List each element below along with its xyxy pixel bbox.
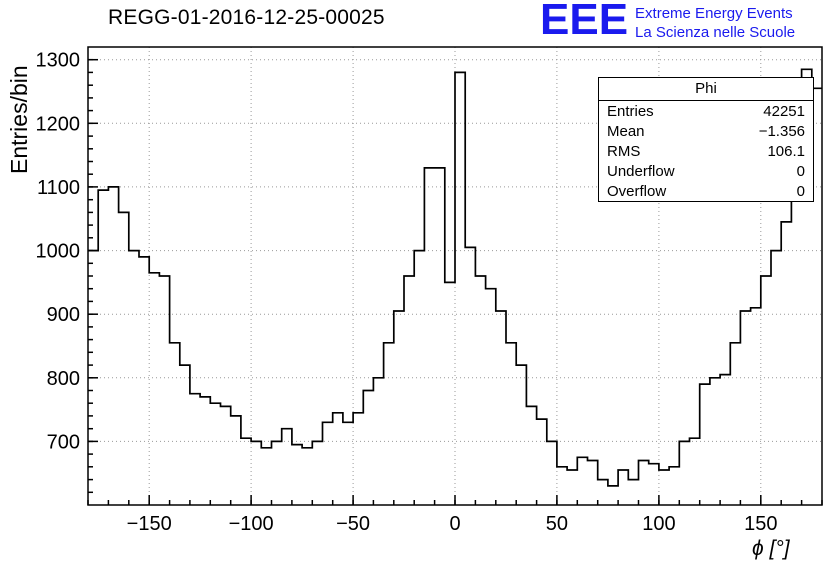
- stats-box: Phi Entries 42251 Mean −1.356 RMS 106.1 …: [598, 77, 814, 202]
- y-axis-label: Entries/bin: [6, 65, 32, 174]
- svg-text:−150: −150: [127, 513, 172, 535]
- svg-text:150: 150: [744, 513, 777, 535]
- stats-row-overflow: Overflow 0: [599, 181, 813, 201]
- stats-value: 106.1: [767, 142, 805, 160]
- stats-row-rms: RMS 106.1: [599, 141, 813, 161]
- svg-text:900: 900: [47, 304, 80, 326]
- svg-text:1300: 1300: [36, 50, 81, 72]
- stats-label: Overflow: [607, 182, 667, 200]
- plot-title: REGG-01-2016-12-25-00025: [108, 6, 385, 29]
- stats-row-entries: Entries 42251: [599, 101, 813, 121]
- svg-text:800: 800: [47, 368, 80, 390]
- svg-text:700: 700: [47, 431, 80, 453]
- stats-label: Underflow: [607, 162, 675, 180]
- svg-text:100: 100: [642, 513, 675, 535]
- stats-box-title: Phi: [599, 78, 813, 101]
- stats-label: RMS: [607, 142, 641, 160]
- stats-value: 42251: [763, 102, 805, 120]
- svg-text:50: 50: [546, 513, 568, 535]
- stats-value: 0: [796, 182, 805, 200]
- eee-logo-line1: Extreme Energy Events: [635, 5, 793, 22]
- stats-label: Mean: [607, 122, 645, 140]
- stats-label: Entries: [607, 102, 654, 120]
- svg-text:1100: 1100: [37, 177, 80, 199]
- svg-text:−50: −50: [336, 513, 370, 535]
- eee-logo: EEE Extreme Energy Events La Scienza nel…: [540, 0, 795, 44]
- stats-row-underflow: Underflow 0: [599, 161, 813, 181]
- svg-text:1200: 1200: [36, 113, 81, 135]
- stats-value: 0: [796, 162, 805, 180]
- x-axis-label: ϕ [°]: [752, 537, 790, 560]
- svg-text:0: 0: [449, 513, 460, 535]
- eee-logo-mark: EEE: [540, 0, 629, 44]
- svg-text:1000: 1000: [36, 241, 81, 263]
- eee-logo-text: Extreme Energy Events La Scienza nelle S…: [635, 1, 795, 43]
- stats-row-mean: Mean −1.356: [599, 121, 813, 141]
- eee-logo-line2: La Scienza nelle Scuole: [635, 23, 796, 41]
- stats-value: −1.356: [758, 122, 805, 140]
- svg-text:−100: −100: [229, 513, 274, 535]
